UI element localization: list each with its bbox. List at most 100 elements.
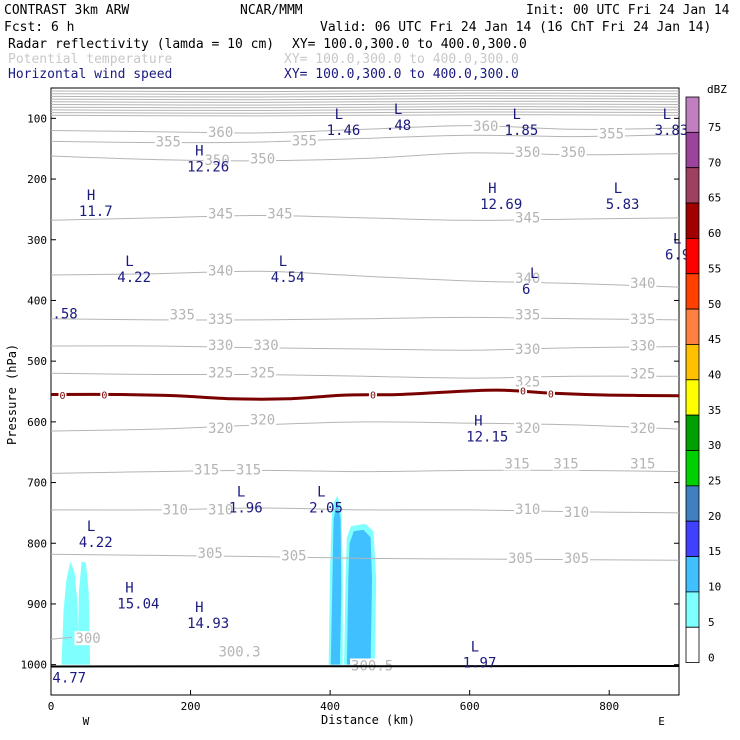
colorbar-swatch-45 <box>685 308 700 345</box>
theta-label-310-3: 310 <box>564 505 589 521</box>
wind-extremum-value: 15.04 <box>117 596 159 612</box>
theta-label-330-3: 330 <box>630 339 655 355</box>
stratosphere-contours <box>51 89 679 117</box>
freezing-label-bg <box>519 385 527 396</box>
freezing-label-bg <box>546 388 555 399</box>
freezing-label-3: 0 <box>520 386 526 397</box>
theta-label-bg <box>248 365 277 380</box>
field-reflectivity-label: Radar reflectivity (lamda = 10 cm) <box>8 37 274 52</box>
wind-extremum-value: 4.77 <box>52 671 86 687</box>
theta-label-bg <box>248 151 277 166</box>
colorbar-swatch-65 <box>685 167 700 204</box>
plot-area: 360 360 355 355 355 350 350 350 350 345 345 345 340 3… <box>21 87 690 728</box>
wind-low-marker: L <box>237 485 245 501</box>
ground-line-layer <box>50 664 680 668</box>
y-tick-label: 300 <box>27 234 47 247</box>
wind-extremum-value: 12.15 <box>466 430 508 446</box>
wind-high-marker: H <box>488 181 496 197</box>
colorbar-label-70: 70 <box>708 156 721 169</box>
colorbar-swatch-40 <box>685 344 700 381</box>
wind-extremum-value: 12.69 <box>480 197 522 213</box>
colorbar-swatch-35 <box>685 379 700 416</box>
stratosphere-contour-7 <box>51 108 679 112</box>
stratosphere-contour-3 <box>51 97 679 101</box>
x-tick-label: 0 <box>48 700 55 713</box>
colorbar-swatch-70 <box>685 131 700 169</box>
theta-contours: 360 360 355 355 355 350 350 350 350 345 345 345 340 3… <box>51 118 679 674</box>
wind-low-marker: L <box>317 485 325 501</box>
freezing-label-bg <box>100 389 109 400</box>
theta-label-bg <box>514 210 542 225</box>
freezing-label-2: 0 <box>370 391 376 402</box>
theta-label-bg <box>207 124 235 139</box>
colorbar-swatch-10 <box>685 556 700 593</box>
colorbar-units: dBZ <box>707 83 727 96</box>
wind-extremum-value: .48 <box>386 118 411 134</box>
theta-label-305-0: 305 <box>198 546 223 562</box>
theta-label-bg <box>248 412 277 427</box>
theta-label-bg <box>629 338 657 353</box>
theta-label-360-0: 360 <box>208 125 233 141</box>
theta-label-320-3: 320 <box>630 421 655 437</box>
stratosphere-contour-2 <box>51 95 679 98</box>
theta-label-bg <box>168 307 196 322</box>
colorbar-label-5: 5 <box>708 616 715 629</box>
stratosphere-contour-1 <box>51 92 679 95</box>
theta-label-bg <box>207 206 235 221</box>
init-time: Init: 00 UTC Fri 24 Jan 14 <box>526 3 730 18</box>
colorbar-label-40: 40 <box>708 368 721 381</box>
theta-label-335-1: 335 <box>208 312 233 328</box>
edge-label-E: E <box>658 715 665 728</box>
theta-label-340-2: 340 <box>630 276 655 292</box>
theta-label-bg <box>503 456 531 471</box>
theta-contour-320 <box>51 421 679 432</box>
wind-extremum-value: 3.83 <box>655 123 689 139</box>
freezing-label-4: 0 <box>548 389 554 400</box>
theta-label-bg <box>74 631 102 646</box>
theta-label-bg <box>562 551 591 566</box>
x-tick-label: 600 <box>460 700 480 713</box>
theta-label-350-2: 350 <box>515 145 540 161</box>
theta-label-bg <box>290 133 318 148</box>
wind-extrema-layer: L1.46L.48L1.85L3.83H12.26H11.7H12.69L5.8… <box>52 102 690 686</box>
theta-label-350-3: 350 <box>560 145 585 161</box>
theta-contour-360 <box>51 125 679 134</box>
wind-extremum-value: 1.96 <box>229 501 263 517</box>
wind-extremum-value: 6.9 <box>665 247 690 263</box>
colorbar-swatch-20 <box>685 485 700 522</box>
theta-label-300.3-0: 300.3 <box>218 645 260 661</box>
theta-label-bg <box>217 644 262 659</box>
freezing-label-bg <box>368 389 377 400</box>
field-theta-label: Potential temperature <box>8 52 173 67</box>
theta-label-bg <box>514 421 542 436</box>
theta-label-330-2: 330 <box>515 342 540 358</box>
theta-contour-315 <box>51 469 679 474</box>
theta-contour-340 <box>51 270 679 288</box>
wind-extremum-value: 1.85 <box>505 123 539 139</box>
theta-label-335-2: 335 <box>515 308 540 324</box>
y-tick-label: 1000 <box>21 659 48 672</box>
colorbar-label-10: 10 <box>708 581 721 594</box>
colorbar-label-50: 50 <box>708 298 721 311</box>
theta-label-310-2: 310 <box>515 502 540 518</box>
y-tick-label: 800 <box>27 537 47 550</box>
theta-label-340-0: 340 <box>208 263 233 279</box>
theta-contour-335 <box>51 316 679 321</box>
wind-extremum-value: 5.83 <box>606 197 640 213</box>
y-tick-label: 700 <box>27 477 47 490</box>
institution: NCAR/MMM <box>240 3 303 18</box>
theta-label-bg <box>154 134 182 149</box>
colorbar-swatch-30 <box>685 414 700 451</box>
colorbar-swatch-75 <box>685 96 700 133</box>
theta-label-320-0: 320 <box>208 421 233 437</box>
theta-label-345-2: 345 <box>515 211 540 227</box>
theta-label-bg <box>629 276 657 291</box>
theta-label-bg <box>514 271 542 286</box>
freezing-label-0: 0 <box>59 391 65 402</box>
theta-label-325-2: 325 <box>515 374 540 390</box>
wind-extremum-value: 14.93 <box>187 616 229 632</box>
wind-extremum-value: 6 <box>522 282 530 298</box>
theta-label-bg <box>562 504 591 519</box>
theta-label-360-1: 360 <box>473 119 498 135</box>
